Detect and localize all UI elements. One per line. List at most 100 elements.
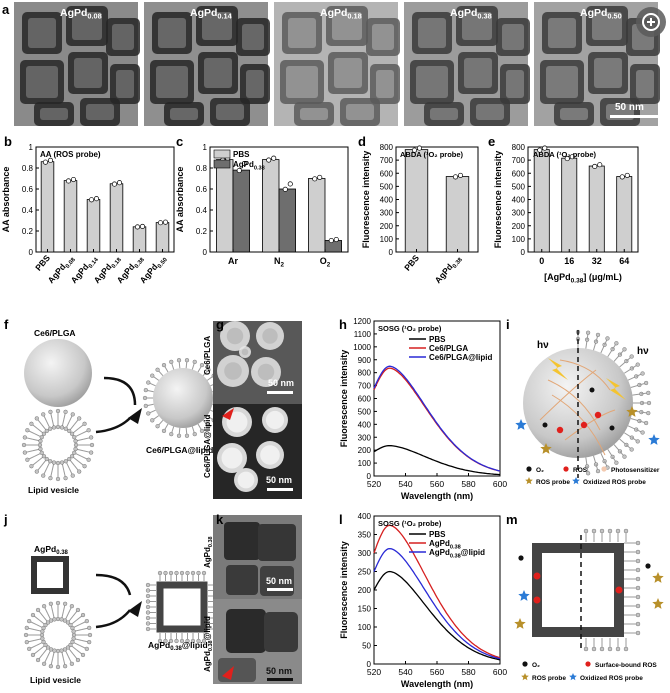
x-axis-label: [AgPd0.38] (μg/mL) <box>544 272 622 285</box>
lipid-head <box>35 657 41 663</box>
lipid-head <box>190 638 196 644</box>
data-point <box>411 147 418 153</box>
lipid-head <box>88 435 94 440</box>
label-lipid-vesicle: Lipid vesicle <box>28 485 79 495</box>
tem-cube <box>218 658 256 682</box>
tem-cube <box>264 612 298 652</box>
o2-dot <box>589 387 595 393</box>
data-point <box>42 159 49 165</box>
lipid-head <box>635 439 640 444</box>
y-tick-label: 300 <box>380 209 394 218</box>
bar <box>63 180 78 253</box>
legend-o2-dot <box>526 466 532 472</box>
data-point <box>162 219 169 225</box>
lipid-head <box>635 603 641 609</box>
lipid-head <box>41 454 47 459</box>
series-line <box>373 367 501 472</box>
tem-nanocube-interior <box>170 108 198 120</box>
lipid-head <box>27 646 32 652</box>
x-tick-label: O2 <box>320 256 331 269</box>
lipid-head <box>55 664 61 670</box>
lipid-head <box>65 620 71 625</box>
lipid-head <box>635 585 641 591</box>
arrow-curve <box>95 573 132 596</box>
agpd-nanocage <box>31 556 69 594</box>
lipid-head <box>71 629 76 634</box>
lipid-head <box>206 367 211 372</box>
scale-bar <box>267 678 293 681</box>
lipid-head <box>48 426 53 431</box>
lipid-head <box>89 442 95 448</box>
data-point <box>47 157 54 163</box>
legend-title: ABDA (¹O₂ probe) <box>400 150 464 159</box>
y-tick-label: 0 <box>367 660 372 669</box>
data-point <box>333 236 339 243</box>
lipid-head <box>595 332 601 338</box>
tem-composition-label: AgPd0.50 <box>580 7 622 21</box>
lipid-head <box>607 528 613 534</box>
data-point <box>542 145 548 151</box>
legend-label: O₂ <box>532 662 540 669</box>
scale-bar-label: 50 nm <box>615 102 644 113</box>
bar <box>561 157 578 253</box>
lipid-head <box>41 604 47 609</box>
label-agpd-lipid: AgPd0.38@lipid <box>148 640 208 652</box>
tem-nanocube-interior <box>506 70 524 98</box>
x-tick-label: 16 <box>564 256 574 266</box>
tem-nanocube-interior <box>112 24 134 50</box>
data-point <box>592 163 598 170</box>
y-tick-label: 400 <box>358 512 372 521</box>
photosensitizer-fiber <box>551 394 606 456</box>
lipid-head <box>169 359 174 365</box>
y-tick-label: 300 <box>512 209 526 218</box>
lipid-head <box>623 646 629 652</box>
bar <box>616 176 633 253</box>
lipid-head <box>640 430 645 435</box>
lipid-head <box>614 341 619 346</box>
lipid-head <box>48 664 54 669</box>
legend-label: Ce6/PLGA <box>429 344 468 353</box>
legend-oxidized-probe-icon <box>569 673 577 681</box>
tem-nanocube-interior <box>204 58 232 88</box>
lipid-head <box>55 424 61 430</box>
y-tick-label: 500 <box>512 182 526 191</box>
tem-nanocube-interior <box>346 104 374 120</box>
data-point <box>287 181 293 187</box>
lipid-head <box>635 576 641 582</box>
y-tick-label: 200 <box>512 222 526 231</box>
photosensitizer-fiber <box>564 409 616 441</box>
legend-swatch <box>213 159 231 169</box>
legend-label: AgPd0.38 <box>429 539 461 551</box>
lipid-head <box>65 645 71 650</box>
panel-letter-m: m <box>506 512 518 527</box>
bar <box>445 176 470 253</box>
lipid-head <box>68 642 73 648</box>
tem-particle-core <box>262 328 278 344</box>
zoom-in-icon[interactable] <box>636 7 666 37</box>
chart-e: 0 100 200 300 400 500 600 700 800 Fluorescence in… <box>493 143 639 285</box>
y-tick-label: 100 <box>358 623 372 632</box>
lipid-head <box>45 645 51 650</box>
data-point <box>266 157 272 163</box>
lipid-head <box>51 460 57 465</box>
agpd-lipid-cage <box>156 581 208 633</box>
panel-j-schematic <box>23 556 219 670</box>
lipid-head <box>44 456 49 462</box>
lipid-head <box>145 610 151 615</box>
legend-title: SOSG (¹O₂ probe) <box>378 519 442 528</box>
panel-a: AgPd0.08 AgPd0.14 AgPd0.18 AgPd0.38 AgPd0.50… <box>14 2 660 126</box>
y-tick-label: 1000 <box>353 343 371 352</box>
ros-probe-icon <box>652 572 664 583</box>
data-point <box>624 172 630 178</box>
lipid-head <box>168 570 174 576</box>
legend-label: PBS <box>429 335 446 344</box>
tem-nanocube-interior <box>246 70 264 98</box>
x-axis-label: Wavelength (nm) <box>401 491 473 501</box>
lipid-head <box>143 387 148 393</box>
x-tick-label: Ar <box>228 256 238 266</box>
lipid-head <box>75 607 81 613</box>
lipid-head <box>80 612 86 618</box>
series-line <box>373 444 501 476</box>
lipid-head <box>59 460 65 465</box>
